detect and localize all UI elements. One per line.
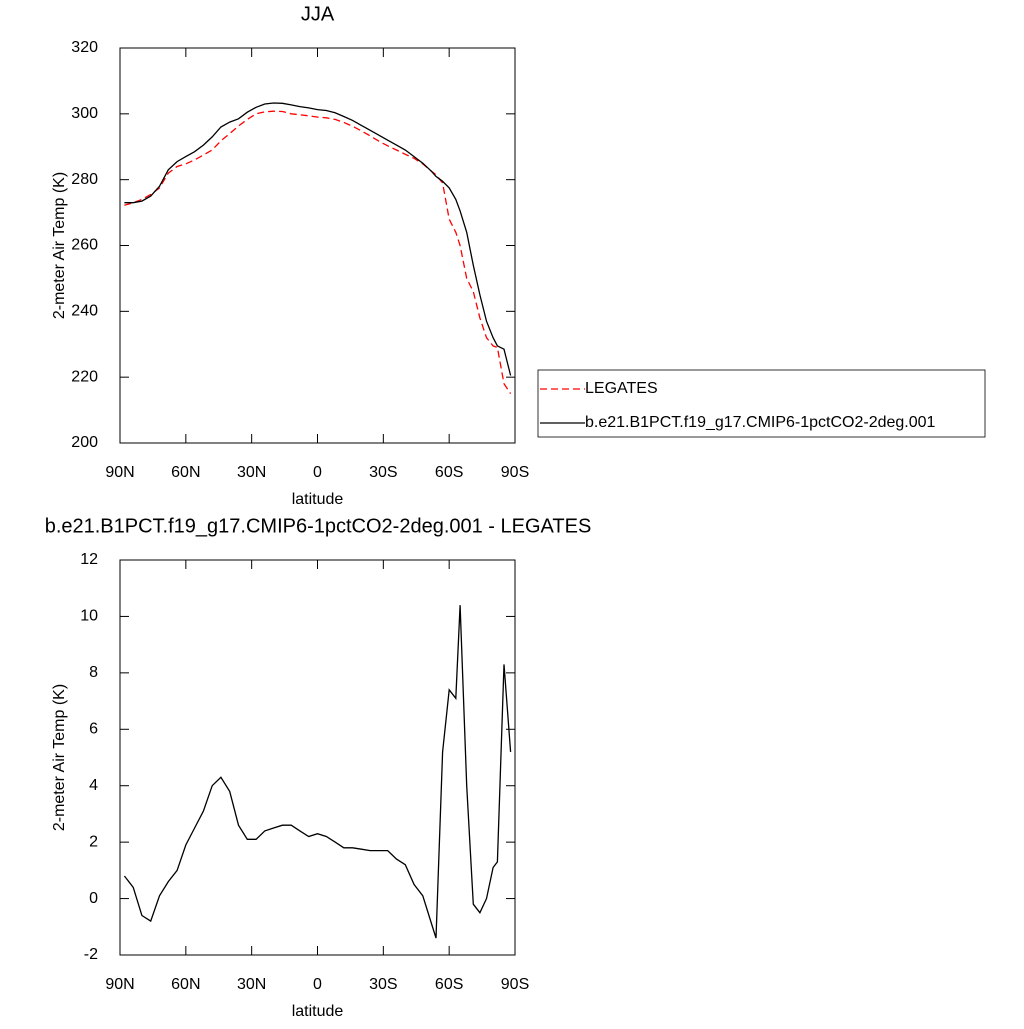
y-tick-label: 2 — [89, 833, 98, 850]
x-tick-label: 30N — [237, 976, 266, 993]
legend-label: b.e21.B1PCT.f19_g17.CMIP6-1pctCO2-2deg.0… — [585, 414, 936, 431]
y-tick-label: 10 — [80, 608, 98, 625]
x-tick-label: 60N — [171, 976, 200, 993]
y-tick-label: 0 — [89, 890, 98, 907]
x-tick-label: 30N — [237, 464, 266, 481]
plot-frame — [119, 559, 516, 956]
data-line — [124, 110, 512, 394]
legend-box — [537, 369, 986, 438]
y-axis-label: 2-meter Air Temp (K) — [51, 172, 68, 319]
x-tick-label: 30S — [369, 464, 397, 481]
y-tick-label: 320 — [71, 39, 98, 56]
x-tick-label: 90N — [105, 976, 134, 993]
chart-title: JJA — [301, 3, 335, 25]
data-line — [123, 605, 512, 939]
legend-label: LEGATES — [585, 380, 658, 397]
x-tick-label: 60N — [171, 464, 200, 481]
y-tick-label: 240 — [71, 303, 98, 320]
x-tick-label: 0 — [313, 464, 322, 481]
x-tick-label: 30S — [369, 976, 397, 993]
x-tick-label: 0 — [313, 976, 322, 993]
y-tick-label: 6 — [89, 721, 98, 738]
x-tick-label: 60S — [435, 464, 463, 481]
y-axis-label: 2-meter Air Temp (K) — [51, 684, 68, 831]
y-tick-label: 280 — [71, 171, 98, 188]
y-tick-label: 220 — [71, 368, 98, 385]
y-tick-label: -2 — [84, 946, 98, 963]
plot-frame — [119, 47, 516, 444]
x-tick-label: 60S — [435, 976, 463, 993]
chart-title: b.e21.B1PCT.f19_g17.CMIP6-1pctCO2-2deg.0… — [45, 515, 592, 537]
y-tick-label: 200 — [71, 434, 98, 451]
x-tick-label: 90S — [501, 976, 529, 993]
x-tick-label: 90N — [105, 464, 134, 481]
y-tick-label: 8 — [89, 664, 98, 681]
x-axis-label: latitude — [292, 1003, 344, 1020]
x-axis-label: latitude — [292, 491, 344, 508]
data-line — [124, 102, 512, 376]
y-tick-label: 260 — [71, 237, 98, 254]
x-tick-label: 90S — [501, 464, 529, 481]
y-tick-label: 4 — [89, 777, 98, 794]
y-tick-label: 300 — [71, 105, 98, 122]
y-tick-label: 12 — [80, 551, 98, 568]
